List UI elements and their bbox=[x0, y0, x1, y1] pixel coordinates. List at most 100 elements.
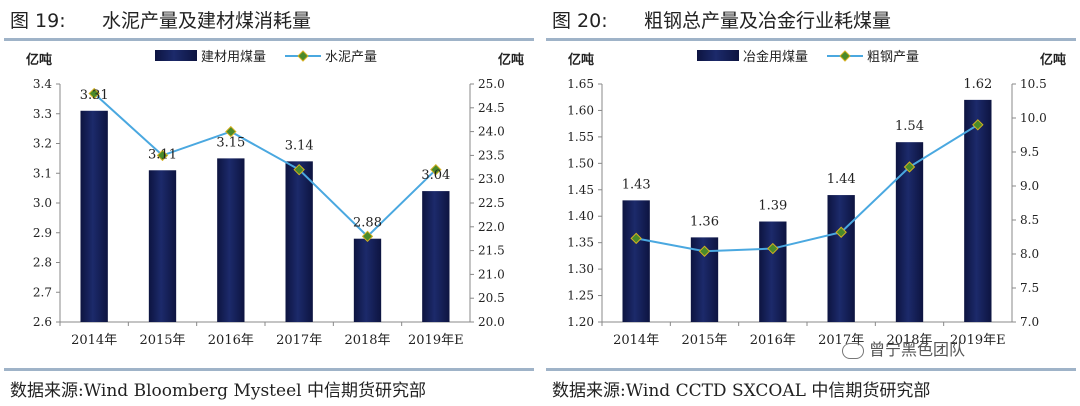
right-axis-tick-label: 22.5 bbox=[478, 196, 505, 210]
figure-number: 图 20: bbox=[552, 10, 608, 32]
line-point bbox=[903, 161, 916, 173]
left-axis-tick-label: 3.3 bbox=[33, 107, 52, 121]
bar bbox=[622, 200, 650, 322]
x-axis-tick-label: 2018年 bbox=[344, 333, 390, 348]
left-axis-tick-label: 2.7 bbox=[33, 285, 52, 299]
right-axis-tick-label: 8.0 bbox=[1020, 247, 1039, 261]
line-series bbox=[635, 123, 979, 253]
left-axis-tick-label: 1.30 bbox=[567, 262, 594, 276]
line-point bbox=[767, 242, 779, 255]
line-point bbox=[293, 163, 305, 176]
right-axis-tick-label: 24.5 bbox=[478, 101, 505, 115]
data-source: 数据来源:Wind Bloomberg Mysteel 中信期货研究部 bbox=[10, 381, 426, 401]
x-axis-tick-label: 2014年 bbox=[71, 333, 117, 348]
line-series bbox=[93, 92, 437, 238]
bar-value-label: 3.15 bbox=[216, 135, 245, 150]
source-divider bbox=[546, 368, 1076, 371]
right-axis-tick-label: 25.0 bbox=[478, 77, 505, 91]
legend-bar-swatch bbox=[155, 50, 197, 61]
cement-coal-chart: 2.6 2.7 2.8 2.9 3.0 3.1 3.2 3.3 3.4 20.0 20.5 21.0 2… bbox=[26, 50, 524, 348]
line-point bbox=[698, 245, 711, 257]
line-point bbox=[156, 149, 169, 162]
right-axis-tick-label: 20.5 bbox=[478, 291, 505, 305]
left-axis-tick-label: 1.40 bbox=[567, 209, 594, 223]
left-axis-tick-label: 1.35 bbox=[567, 236, 594, 250]
x-axis-tick-label: 2015年 bbox=[139, 333, 185, 348]
right-axis-tick-label: 21.5 bbox=[478, 244, 505, 258]
watermark-text: 曾宁黑色团队 bbox=[869, 340, 966, 359]
watermark: 曾宁黑色团队 bbox=[842, 336, 965, 360]
bar-value-label: 3.31 bbox=[80, 88, 109, 103]
line-point bbox=[430, 163, 442, 176]
bar-value-label: 1.62 bbox=[963, 77, 992, 92]
source-divider bbox=[4, 368, 534, 371]
left-axis-tick-label: 1.20 bbox=[567, 315, 594, 329]
left-axis-tick-label: 1.55 bbox=[567, 130, 594, 144]
legend-line-marker bbox=[297, 50, 309, 62]
figure-title: 图 19: 水泥产量及建材煤消耗量 bbox=[10, 6, 311, 33]
bar-value-label: 1.43 bbox=[622, 177, 651, 192]
x-axis-tick-label: 2014年 bbox=[613, 333, 659, 348]
left-axis-tick-label: 3.4 bbox=[33, 77, 52, 91]
legend-bar-label: 建材用煤量 bbox=[201, 50, 266, 65]
line-point bbox=[361, 230, 374, 243]
right-axis-tick-label: 10.0 bbox=[1020, 111, 1047, 125]
bar-value-label: 1.54 bbox=[895, 119, 924, 134]
steel-coal-chart: 1.20 1.25 1.30 1.35 1.40 1.45 1.50 1.55 1.60 1.65… bbox=[567, 49, 1066, 348]
figure-title: 图 20: 粗钢总产量及冶金行业耗煤量 bbox=[552, 6, 891, 33]
right-axis-tick-label: 10.5 bbox=[1020, 77, 1047, 91]
left-axis-tick-label: 3.1 bbox=[33, 166, 52, 180]
title-divider bbox=[4, 38, 534, 41]
wechat-icon bbox=[842, 342, 864, 359]
left-axis-tick-label: 1.25 bbox=[567, 289, 594, 303]
line-point bbox=[835, 226, 847, 238]
right-axis-tick-label: 7.0 bbox=[1020, 315, 1039, 329]
right-axis-tick-label: 23.0 bbox=[478, 172, 505, 186]
right-axis-unit: 亿吨 bbox=[498, 52, 524, 68]
x-axis-tick-label: 2016年 bbox=[750, 333, 796, 348]
bar bbox=[827, 195, 855, 322]
x-axis-tick-label: 2019年E bbox=[950, 333, 1006, 348]
right-axis-tick-label: 21.0 bbox=[478, 267, 505, 281]
x-axis-tick-label: 2015年 bbox=[681, 333, 727, 348]
right-axis-tick-label: 23.5 bbox=[478, 148, 505, 162]
left-axis-tick-label: 3.2 bbox=[33, 137, 52, 151]
x-axis-tick-label: 2016年 bbox=[208, 333, 254, 348]
right-axis-tick-label: 9.0 bbox=[1020, 179, 1039, 193]
x-axis-tick-label: 2018年 bbox=[886, 333, 932, 348]
left-axis-tick-label: 1.45 bbox=[567, 183, 594, 197]
bar-value-label: 1.44 bbox=[827, 172, 856, 187]
bar bbox=[422, 191, 450, 322]
legend-line-label: 粗钢产量 bbox=[867, 50, 919, 65]
bar-value-label: 3.14 bbox=[285, 138, 314, 153]
bar-value-label: 2.88 bbox=[353, 216, 382, 231]
left-axis-tick-label: 2.9 bbox=[33, 226, 52, 240]
figure-19: 图 19: 水泥产量及建材煤消耗量 2.6 2.7 2.8 2.9 3.0 3.1 3.2 3.… bbox=[4, 0, 534, 406]
legend-bar-label: 冶金用煤量 bbox=[743, 49, 808, 65]
x-axis-tick-label: 2017年 bbox=[818, 333, 864, 348]
line-point bbox=[88, 87, 100, 100]
x-axis-tick-label: 2017年 bbox=[276, 333, 322, 348]
title-divider bbox=[546, 38, 1076, 41]
bar-value-label: 3.04 bbox=[421, 168, 450, 183]
bar-value-label: 1.36 bbox=[690, 214, 719, 229]
right-axis-tick-label: 8.5 bbox=[1020, 213, 1039, 227]
left-axis-tick-label: 2.8 bbox=[33, 256, 52, 270]
bar-value-label: 1.39 bbox=[758, 199, 787, 214]
bar bbox=[759, 221, 787, 322]
left-axis-tick-label: 3.0 bbox=[33, 196, 52, 210]
x-axis-tick-label: 2019年E bbox=[408, 333, 464, 348]
bar bbox=[217, 158, 245, 322]
left-axis-tick-label: 1.60 bbox=[567, 103, 594, 117]
legend: 建材用煤量 水泥产量 bbox=[155, 50, 377, 65]
legend-line-marker bbox=[839, 50, 851, 62]
bar-value-label: 3.11 bbox=[148, 147, 177, 162]
figure-title-text: 粗钢总产量及冶金行业耗煤量 bbox=[644, 10, 892, 32]
bar bbox=[285, 161, 313, 322]
left-axis-unit: 亿吨 bbox=[26, 52, 52, 68]
left-axis-tick-label: 1.50 bbox=[567, 156, 594, 170]
legend-line-label: 水泥产量 bbox=[325, 50, 377, 65]
right-axis-unit: 亿吨 bbox=[1040, 52, 1066, 68]
right-axis-tick-label: 20.0 bbox=[478, 315, 505, 329]
figure-20: 图 20: 粗钢总产量及冶金行业耗煤量 1.20 1.25 1.30 1.35 1.40 1… bbox=[546, 0, 1076, 406]
